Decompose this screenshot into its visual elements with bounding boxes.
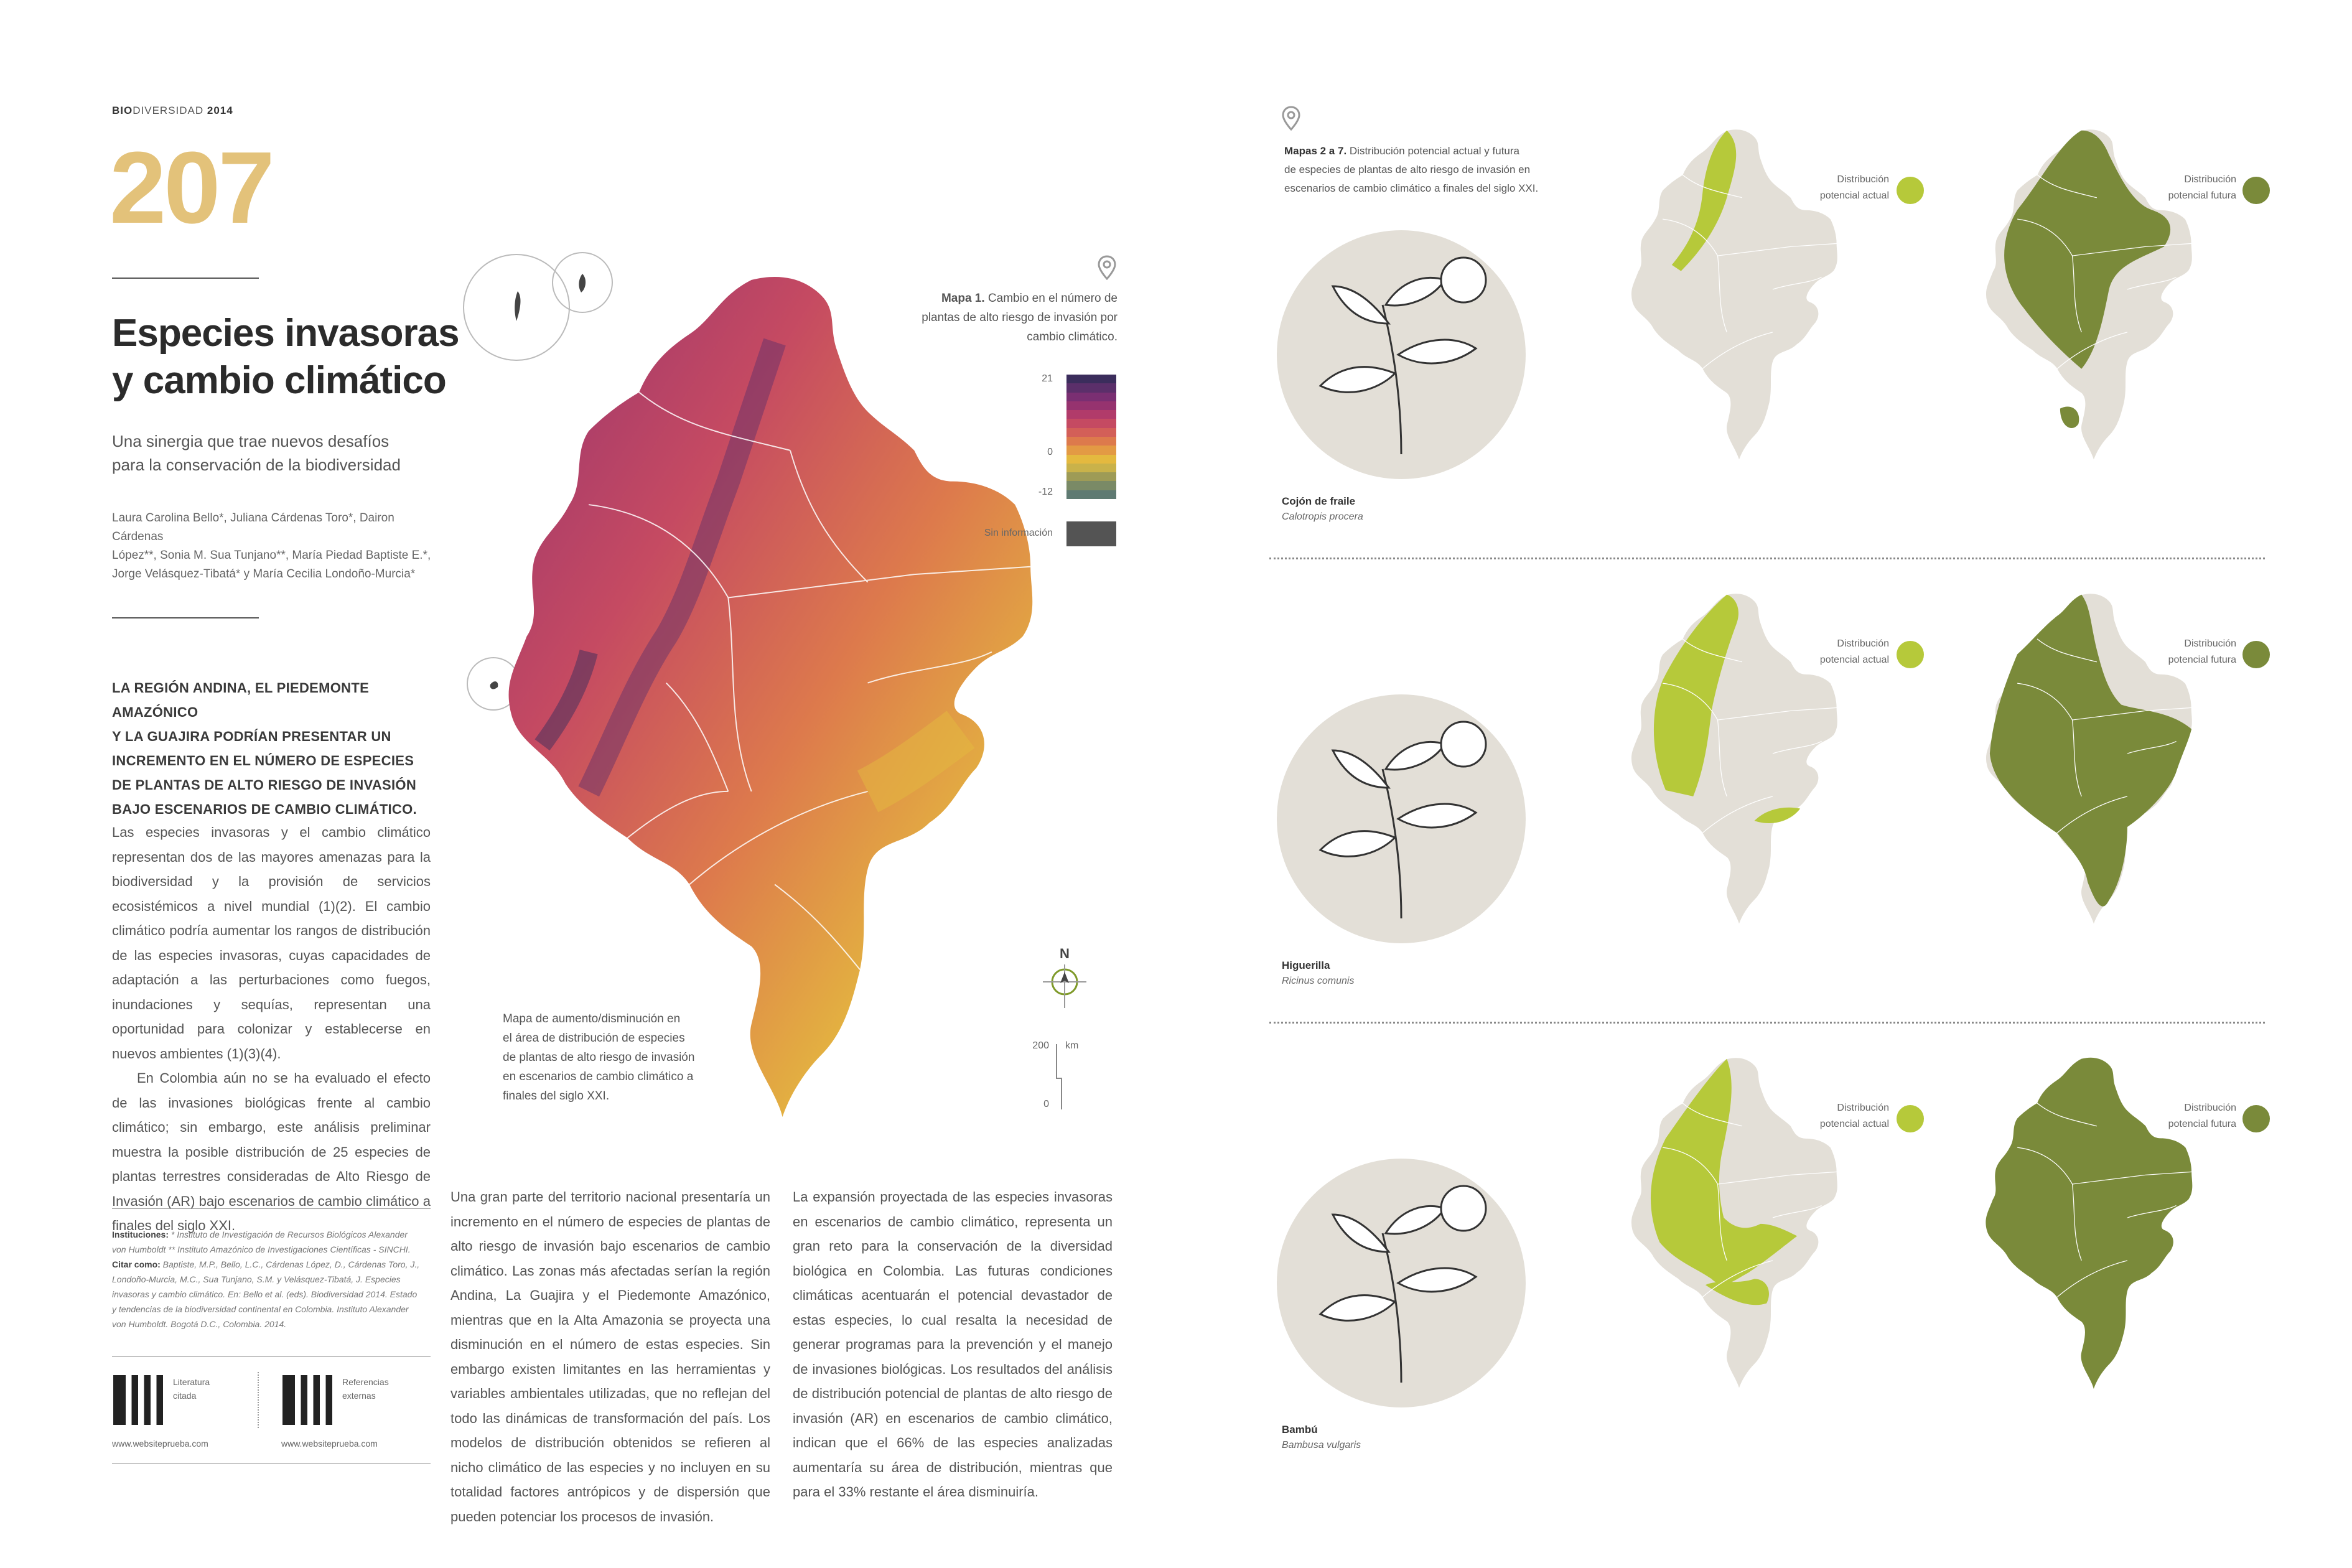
institutions-note: Instituciones: * Instituto de Investigac… (112, 1230, 420, 1329)
legend-band (1066, 490, 1116, 499)
legend-tick-max: 21 (1042, 373, 1053, 384)
legend-future-label: Distribución potencial futura (2168, 1103, 2236, 1129)
map1-caption: Mapa de aumento/disminución en el área de… (503, 1012, 695, 1103)
legend-actual-dot (1897, 177, 1924, 204)
qr-rule-bottom (112, 1463, 431, 1464)
legend-actual-dot (1897, 641, 1924, 668)
island-insets (463, 252, 613, 361)
legend-band (1066, 410, 1116, 419)
body-column-1: Las especies invasoras y el cambio climá… (112, 824, 431, 1233)
article-title: Especies invasoras y cambio climático (112, 312, 460, 402)
legend-band (1066, 454, 1116, 464)
legend-band (1066, 419, 1116, 428)
species-illustration (1277, 694, 1526, 943)
article-subtitle: Una sinergia que trae nuevos desafíos pa… (112, 432, 401, 474)
plant-drawing-icon (1318, 256, 1487, 455)
species-illustration (1277, 1159, 1526, 1407)
scale-bar (1056, 1044, 1062, 1109)
title-rule-bottom (112, 617, 259, 618)
legend-band (1066, 375, 1116, 384)
plant-drawing-icon (1318, 721, 1487, 919)
map-actual-distribution (1630, 593, 1838, 925)
legend-band (1066, 401, 1116, 411)
row-divider-2 (1269, 1022, 2265, 1024)
species-common-name: Cojón de fraile (1282, 495, 1356, 507)
map1-legend-scale (1066, 375, 1116, 499)
qr-rule-top (112, 1356, 431, 1357)
legend-actual-label: Distribución potencial actual (1819, 1103, 1889, 1129)
maps27-pin-icon (1282, 106, 1300, 131)
legend-band (1066, 481, 1116, 490)
legend-band (1066, 436, 1116, 446)
legend-band (1066, 446, 1116, 455)
legend-band (1066, 427, 1116, 437)
legend-future-dot (2242, 1105, 2270, 1132)
qr-divider (258, 1372, 259, 1428)
north-label: N (1060, 946, 1070, 961)
lead-paragraph: LA REGIÓN ANDINA, EL PIEDEMONTE AMAZÓNIC… (112, 680, 417, 817)
qr-code-referencias[interactable] (282, 1375, 332, 1425)
scale-unit: km (1065, 1040, 1079, 1051)
map1-choropleth (508, 276, 1033, 1118)
title-rule-top (112, 278, 259, 279)
map-future-distribution (1985, 593, 2193, 925)
map1-pin-icon (1098, 255, 1116, 280)
species-common-name: Higuerilla (1282, 959, 1330, 971)
legend-actual-dot (1897, 1105, 1924, 1132)
species-scientific-name: Calotropis procera (1282, 511, 1363, 522)
legend-no-info-swatch (1066, 521, 1116, 546)
map1-title: Mapa 1. Cambio en el número de plantas d… (922, 292, 1118, 343)
page-number: 207 (110, 131, 275, 245)
species-illustration (1277, 230, 1526, 479)
authors: Laura Carolina Bello*, Juliana Cárdenas … (112, 511, 431, 581)
legend-future-label: Distribución potencial futura (2168, 638, 2236, 665)
scale-tick-0: 0 (1043, 1099, 1049, 1109)
legend-future-dot (2242, 641, 2270, 668)
qr-url-referencias[interactable]: www.websiteprueba.com (281, 1439, 378, 1449)
body-column-3: La expansión proyectada de las especies … (793, 1189, 1113, 1500)
qr-label-literatura: Literatura citada (173, 1377, 210, 1401)
map-future-distribution (1985, 1057, 2193, 1389)
legend-tick-min: -12 (1038, 487, 1053, 497)
row-divider-1 (1269, 558, 2265, 559)
institutions-rule (112, 1208, 431, 1209)
qr-label-referencias: Referencias externas (342, 1377, 389, 1401)
legend-actual-label: Distribución potencial actual (1819, 638, 1889, 665)
legend-band (1066, 383, 1116, 393)
body-column-2: Una gran parte del territorio nacional p… (450, 1189, 770, 1524)
north-arrow-icon: N (1043, 946, 1086, 1008)
legend-band (1066, 392, 1116, 401)
qr-code-literatura[interactable] (113, 1375, 163, 1425)
maps27-title: Mapas 2 a 7. Distribución potencial actu… (1284, 145, 1539, 194)
species-scientific-name: Bambusa vulgaris (1282, 1440, 1361, 1450)
legend-tick-zero: 0 (1047, 447, 1053, 457)
map-actual-distribution (1630, 129, 1838, 461)
qr-url-literatura[interactable]: www.websiteprueba.com (112, 1439, 208, 1449)
legend-band (1066, 472, 1116, 482)
legend-band (1066, 463, 1116, 473)
legend-future-label: Distribución potencial futura (2168, 174, 2236, 201)
running-header: BIODIVERSIDAD 2014 (112, 105, 233, 116)
map-future-distribution (1985, 129, 2193, 461)
legend-actual-label: Distribución potencial actual (1819, 174, 1889, 201)
species-scientific-name: Ricinus comunis (1282, 976, 1355, 986)
map-actual-distribution (1630, 1057, 1838, 1389)
legend-no-info-label: Sin información (984, 528, 1053, 538)
scale-tick-200: 200 (1032, 1040, 1049, 1051)
legend-future-dot (2242, 177, 2270, 204)
plant-drawing-icon (1318, 1185, 1487, 1383)
species-common-name: Bambú (1282, 1424, 1318, 1435)
